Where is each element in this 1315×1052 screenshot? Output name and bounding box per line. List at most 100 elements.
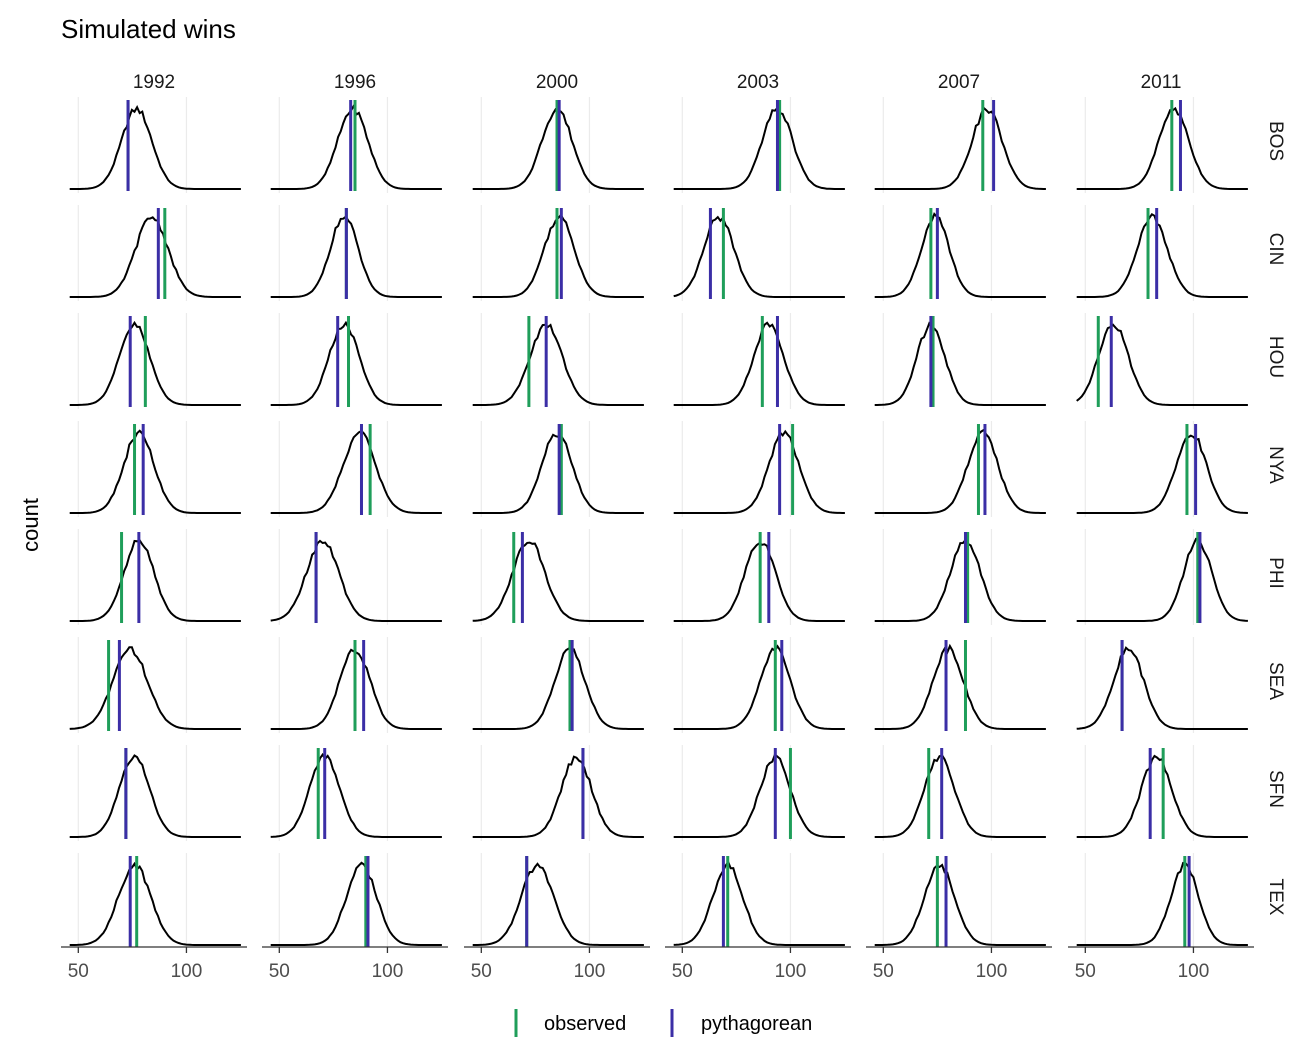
x-tick-label: 100: [976, 961, 1008, 982]
panel-CIN-2007: [874, 205, 1046, 301]
panel-HOU-2000: [472, 313, 644, 409]
panel-BOS-2011: [1076, 97, 1248, 193]
panel-SFN-2011: [1076, 745, 1248, 841]
panel-CIN-2003: [673, 205, 845, 301]
density-curve-HOU-2000: [472, 323, 644, 406]
panel-PHI-2011: [1076, 529, 1248, 625]
facet-panels: 1992 1996 2000 2003 2007 2011 BOS CIN HOU NYA PHI S…: [61, 72, 1286, 982]
facet-strip-team-HOU: HOU: [1265, 336, 1286, 378]
density-curve-TEX-2003: [673, 859, 845, 946]
legend-label-pythagorean: pythagorean: [701, 1013, 812, 1035]
density-curve-SFN-2000: [472, 755, 644, 838]
density-curve-NYA-2003: [673, 429, 845, 514]
panel-SFN-1992: [69, 745, 241, 841]
facet-strip-year-2011: 2011: [1141, 72, 1182, 93]
panel-SEA-2003: [673, 637, 845, 733]
panel-PHI-1992: [69, 529, 241, 625]
x-tick-label: 100: [574, 961, 606, 982]
panel-SFN-2007: [874, 745, 1046, 841]
x-tick-label: 50: [68, 961, 89, 982]
panel-PHI-1996: [270, 529, 442, 625]
density-curve-TEX-1992: [69, 861, 241, 946]
density-curve-TEX-2011: [1076, 861, 1248, 946]
panel-CIN-1992: [69, 205, 241, 301]
panel-BOS-2007: [874, 97, 1046, 193]
panel-TEX-2011: 50 100: [1068, 853, 1254, 982]
density-curve-BOS-1992: [69, 104, 241, 190]
panel-NYA-2003: [673, 421, 845, 517]
density-curve-TEX-2007: [874, 863, 1046, 946]
panel-NYA-1992: [69, 421, 241, 517]
panel-HOU-1992: [69, 313, 241, 409]
density-curve-NYA-2007: [874, 428, 1046, 514]
panel-CIN-2000: [472, 205, 644, 301]
panel-SFN-1996: [270, 745, 442, 841]
panel-BOS-1996: [270, 97, 442, 193]
panel-NYA-2011: [1076, 421, 1248, 517]
panel-HOU-2011: [1076, 313, 1248, 409]
panel-NYA-2000: [472, 421, 644, 517]
panel-SEA-2011: [1076, 637, 1248, 733]
facet-strip-team-BOS: BOS: [1265, 121, 1286, 161]
density-curve-HOU-2011: [1076, 323, 1248, 406]
density-curve-CIN-2003: [673, 215, 845, 298]
density-curve-BOS-2007: [874, 106, 1046, 190]
x-tick-label: 100: [1178, 961, 1210, 982]
x-tick-label: 100: [775, 961, 807, 982]
density-curve-PHI-2007: [874, 538, 1046, 622]
x-tick-label: 50: [672, 961, 693, 982]
density-curve-SEA-2011: [1076, 646, 1248, 730]
panel-SEA-2000: [472, 637, 644, 733]
density-curve-SEA-2007: [874, 643, 1046, 730]
panel-PHI-2003: [673, 529, 845, 625]
panel-SEA-2007: [874, 637, 1046, 733]
panel-BOS-2000: [472, 97, 644, 193]
panel-HOU-2007: [874, 313, 1046, 409]
density-curve-PHI-2000: [472, 541, 644, 622]
panel-PHI-2000: [472, 529, 644, 625]
density-curve-HOU-1992: [69, 320, 241, 406]
facet-strip-team-SFN: SFN: [1265, 770, 1286, 808]
density-curve-NYA-1992: [69, 429, 241, 514]
density-curve-CIN-1996: [270, 215, 442, 298]
density-curve-SFN-2003: [673, 752, 845, 838]
density-curve-CIN-1992: [69, 216, 241, 298]
panel-CIN-2011: [1076, 205, 1248, 301]
facet-strip-team-TEX: TEX: [1265, 879, 1286, 916]
panel-TEX-2007: 50 100: [866, 853, 1052, 982]
density-curve-SEA-2000: [472, 647, 644, 730]
panel-SFN-2000: [472, 745, 644, 841]
panel-SEA-1992: [69, 637, 241, 733]
density-curve-TEX-2000: [472, 862, 644, 946]
x-tick-label: 100: [171, 961, 203, 982]
density-curve-HOU-1996: [270, 320, 442, 406]
panel-TEX-1996: 50 100: [262, 853, 448, 982]
density-curve-HOU-2003: [673, 321, 845, 406]
panel-TEX-1992: 50 100: [61, 853, 247, 982]
density-curve-TEX-1996: [270, 861, 442, 946]
x-tick-label: 50: [269, 961, 290, 982]
x-tick-label: 100: [372, 961, 404, 982]
density-curve-SFN-2007: [874, 754, 1046, 838]
facet-strip-team-CIN: CIN: [1265, 233, 1286, 266]
panel-BOS-2003: [673, 97, 845, 193]
legend-label-observed: observed: [544, 1013, 626, 1035]
x-tick-label: 50: [471, 961, 492, 982]
panel-CIN-1996: [270, 205, 442, 301]
density-curve-PHI-2011: [1076, 537, 1248, 622]
facet-strip-year-2000: 2000: [536, 72, 578, 93]
density-curve-NYA-2011: [1076, 434, 1248, 514]
density-curve-SEA-2003: [673, 644, 845, 730]
chart-title: Simulated wins: [61, 14, 236, 44]
density-curve-CIN-2007: [874, 212, 1046, 298]
x-tick-label: 50: [873, 961, 894, 982]
density-curve-PHI-1996: [270, 539, 442, 622]
panel-PHI-2007: [874, 529, 1046, 625]
y-axis-label: count: [18, 498, 43, 552]
facet-strip-team-PHI: PHI: [1265, 557, 1286, 589]
panel-NYA-1996: [270, 421, 442, 517]
density-curve-SFN-1992: [69, 754, 241, 838]
density-curve-NYA-1996: [270, 429, 442, 514]
density-curve-SEA-1992: [69, 646, 241, 730]
facet-strip-year-2007: 2007: [938, 72, 980, 93]
